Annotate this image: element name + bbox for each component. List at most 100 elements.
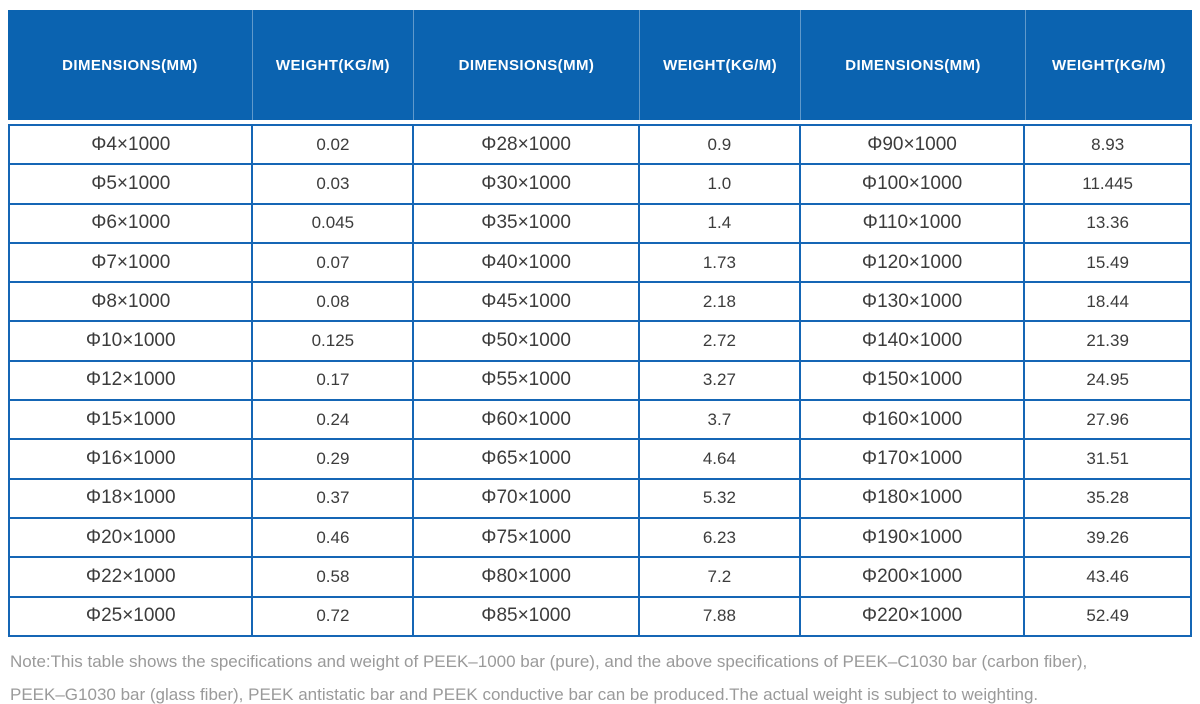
dimension-cell: Φ200×1000 (798, 556, 1026, 598)
weight-cell: 0.46 (251, 516, 415, 559)
weight-cell: 8.93 (1023, 123, 1192, 166)
table-row: Φ5×1000 0.03 Φ30×1000 1.0 Φ100×1000 11.4… (7, 163, 1192, 205)
weight-cell: 6.23 (637, 516, 801, 559)
dimension-cell: Φ5×1000 (7, 163, 254, 205)
dimension-cell: Φ40×1000 (412, 241, 640, 284)
table-row: Φ12×1000 0.17 Φ55×1000 3.27 Φ150×1000 24… (7, 359, 1192, 402)
table-note-line-2: PEEK–G1030 bar (glass fiber), PEEK antis… (10, 685, 1039, 704)
header-weight-3: WEIGHT(KG/M) (1025, 10, 1192, 120)
table-row: Φ8×1000 0.08 Φ45×1000 2.18 Φ130×1000 18.… (7, 281, 1192, 323)
table-note-line-1: Note:This table shows the specifications… (10, 652, 1088, 671)
weight-cell: 27.96 (1023, 399, 1192, 441)
weight-cell: 1.0 (637, 163, 801, 205)
weight-cell: 1.73 (637, 241, 801, 284)
weight-cell: 0.03 (251, 163, 415, 205)
dimension-cell: Φ120×1000 (798, 241, 1026, 284)
weight-cell: 0.9 (637, 123, 801, 166)
table-row: Φ10×1000 0.125 Φ50×1000 2.72 Φ140×1000 2… (7, 320, 1192, 362)
dimension-cell: Φ7×1000 (7, 241, 254, 284)
spec-table-body: Φ4×1000 0.02 Φ28×1000 0.9 Φ90×1000 8.93 … (7, 123, 1192, 637)
dimension-cell: Φ65×1000 (412, 438, 640, 480)
weight-cell: 0.02 (251, 123, 415, 166)
dimension-cell: Φ10×1000 (7, 320, 254, 362)
dimension-cell: Φ15×1000 (7, 399, 254, 441)
weight-cell: 0.045 (251, 202, 415, 244)
dimension-cell: Φ12×1000 (7, 359, 254, 402)
dimension-cell: Φ30×1000 (412, 163, 640, 205)
dimension-cell: Φ85×1000 (412, 595, 640, 637)
dimension-cell: Φ55×1000 (412, 359, 640, 402)
table-row: Φ6×1000 0.045 Φ35×1000 1.4 Φ110×1000 13.… (7, 202, 1192, 244)
weight-cell: 4.64 (637, 438, 801, 480)
weight-cell: 0.37 (251, 477, 415, 519)
weight-cell: 0.125 (251, 320, 415, 362)
dimension-cell: Φ45×1000 (412, 281, 640, 323)
weight-cell: 0.29 (251, 438, 415, 480)
header-weight-2: WEIGHT(KG/M) (639, 10, 800, 120)
dimension-cell: Φ170×1000 (798, 438, 1026, 480)
weight-cell: 52.49 (1023, 595, 1192, 637)
weight-cell: 7.88 (637, 595, 801, 637)
dimension-cell: Φ160×1000 (798, 399, 1026, 441)
dimension-cell: Φ20×1000 (7, 516, 254, 559)
weight-cell: 18.44 (1023, 281, 1192, 323)
dimension-cell: Φ140×1000 (798, 320, 1026, 362)
dimension-cell: Φ60×1000 (412, 399, 640, 441)
weight-cell: 21.39 (1023, 320, 1192, 362)
weight-cell: 11.445 (1023, 163, 1192, 205)
weight-cell: 2.18 (637, 281, 801, 323)
weight-cell: 0.58 (251, 556, 415, 598)
weight-cell: 0.07 (251, 241, 415, 284)
weight-cell: 7.2 (637, 556, 801, 598)
dimension-cell: Φ110×1000 (798, 202, 1026, 244)
table-note: Note:This table shows the specifications… (10, 645, 1194, 704)
weight-cell: 3.27 (637, 359, 801, 402)
dimension-cell: Φ28×1000 (412, 123, 640, 166)
spec-table-header-row: DIMENSIONS(MM) WEIGHT(KG/M) DIMENSIONS(M… (8, 10, 1192, 120)
dimension-cell: Φ18×1000 (7, 477, 254, 519)
weight-cell: 35.28 (1023, 477, 1192, 519)
weight-cell: 3.7 (637, 399, 801, 441)
header-weight-1: WEIGHT(KG/M) (251, 10, 413, 120)
table-row: Φ7×1000 0.07 Φ40×1000 1.73 Φ120×1000 15.… (7, 241, 1192, 284)
dimension-cell: Φ50×1000 (412, 320, 640, 362)
dimension-cell: Φ100×1000 (798, 163, 1026, 205)
dimension-cell: Φ6×1000 (7, 202, 254, 244)
dimension-cell: Φ25×1000 (7, 595, 254, 637)
dimension-cell: Φ90×1000 (798, 123, 1026, 166)
dimension-cell: Φ35×1000 (412, 202, 640, 244)
dimension-cell: Φ130×1000 (798, 281, 1026, 323)
table-row: Φ18×1000 0.37 Φ70×1000 5.32 Φ180×1000 35… (7, 477, 1192, 519)
table-row: Φ25×1000 0.72 Φ85×1000 7.88 Φ220×1000 52… (7, 595, 1192, 637)
weight-cell: 5.32 (637, 477, 801, 519)
weight-cell: 1.4 (637, 202, 801, 244)
dimension-cell: Φ8×1000 (7, 281, 254, 323)
table-row: Φ16×1000 0.29 Φ65×1000 4.64 Φ170×1000 31… (7, 438, 1192, 480)
spec-table: DIMENSIONS(MM) WEIGHT(KG/M) DIMENSIONS(M… (7, 10, 1192, 637)
dimension-cell: Φ16×1000 (7, 438, 254, 480)
weight-cell: 15.49 (1023, 241, 1192, 284)
table-row: Φ22×1000 0.58 Φ80×1000 7.2 Φ200×1000 43.… (7, 556, 1192, 598)
table-row: Φ15×1000 0.24 Φ60×1000 3.7 Φ160×1000 27.… (7, 399, 1192, 441)
dimension-cell: Φ220×1000 (798, 595, 1026, 637)
weight-cell: 24.95 (1023, 359, 1192, 402)
weight-cell: 0.24 (251, 399, 415, 441)
header-dimensions-2: DIMENSIONS(MM) (412, 10, 639, 120)
dimension-cell: Φ150×1000 (798, 359, 1026, 402)
dimension-cell: Φ190×1000 (798, 516, 1026, 559)
weight-cell: 0.72 (251, 595, 415, 637)
weight-cell: 2.72 (637, 320, 801, 362)
table-row: Φ4×1000 0.02 Φ28×1000 0.9 Φ90×1000 8.93 (7, 123, 1192, 166)
weight-cell: 0.17 (251, 359, 415, 402)
header-dimensions-1: DIMENSIONS(MM) (62, 56, 198, 74)
weight-cell: 13.36 (1023, 202, 1192, 244)
weight-cell: 31.51 (1023, 438, 1192, 480)
dimension-cell: Φ80×1000 (412, 556, 640, 598)
weight-cell: 0.08 (251, 281, 415, 323)
dimension-cell: Φ4×1000 (7, 123, 254, 166)
dimension-cell: Φ70×1000 (412, 477, 640, 519)
table-row: Φ20×1000 0.46 Φ75×1000 6.23 Φ190×1000 39… (7, 516, 1192, 559)
header-dimensions-3: DIMENSIONS(MM) (800, 10, 1025, 120)
dimension-cell: Φ180×1000 (798, 477, 1026, 519)
